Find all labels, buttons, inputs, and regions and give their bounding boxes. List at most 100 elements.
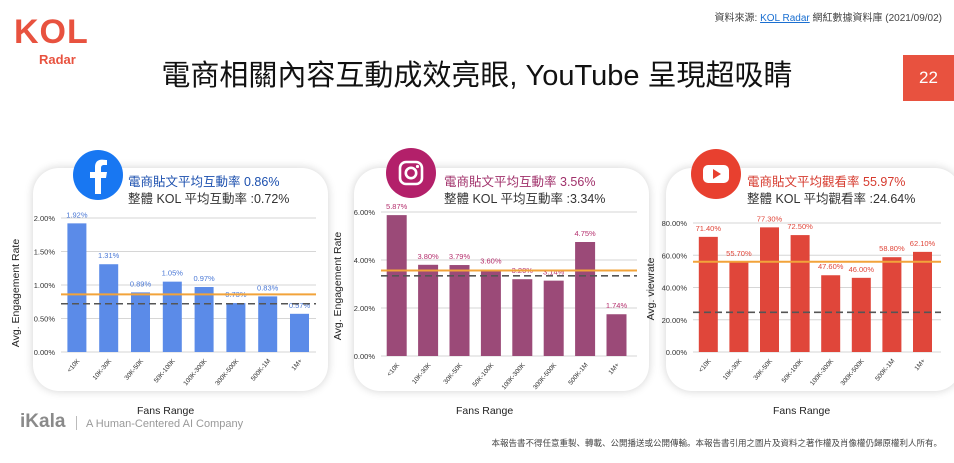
yt-bar (760, 227, 779, 352)
fb-x-axis-label: Fans Range (137, 405, 195, 417)
ig-y-tick: 4.00% (354, 256, 376, 265)
fb-bar (162, 281, 182, 352)
ig-stat-value: 3.56% (560, 175, 596, 189)
fb-bar (194, 287, 214, 352)
yt-bar (913, 251, 932, 352)
fb-data-label: 0.97% (193, 274, 215, 283)
facebook-chart: 0.00% 0.50% 1.00% 1.50% 2.00% 1.92% <10K 1.31% 1… (34, 210, 316, 387)
yt-x-axis-label: Fans Range (773, 405, 831, 417)
fb-bar (226, 303, 246, 352)
yt-data-label: 62.10% (910, 239, 936, 248)
fb-data-label: 0.83% (257, 283, 279, 292)
ig-y-tick: 0.00% (354, 352, 376, 361)
fb-y-tick: 1.50% (34, 248, 56, 257)
ig-data-label: 3.79% (449, 252, 471, 261)
logo-text: KOL (14, 13, 89, 51)
yt-data-label: 47.60% (818, 262, 844, 271)
yt-data-label: 46.00% (849, 265, 875, 274)
page-title: 電商相關內容互動成效亮眼, YouTube 呈現超吸睛 (161, 60, 793, 92)
ig-x-tick: <10K (386, 361, 402, 378)
yt-bar (698, 236, 718, 352)
yt-stat-label: 電商貼文平均觀看率 (747, 175, 860, 189)
yt-stat-value: 55.97% (863, 175, 906, 189)
page-number: 22 (903, 55, 954, 101)
instagram-icon (386, 148, 436, 198)
fb-x-tick: <10K (66, 357, 82, 374)
yt-y-tick: 20.00% (662, 316, 688, 325)
ig-bar (418, 264, 439, 356)
yt-overall-value: :24.64% (869, 192, 916, 206)
ig-bar (480, 269, 501, 356)
fb-bar (258, 296, 278, 352)
ig-x-tick: 30K-50K (442, 361, 464, 385)
yt-data-label: 55.70% (726, 249, 752, 258)
source-prefix: 資料來源: (714, 13, 758, 24)
ig-bar (386, 215, 407, 356)
fb-bar (99, 264, 119, 352)
fb-y-tick: 0.00% (34, 348, 56, 357)
fb-stat-value: 0.86% (244, 175, 280, 189)
source-link[interactable]: KOL Radar (760, 13, 810, 24)
yt-x-tick: 500K-1M (874, 358, 896, 383)
yt-x-tick: 300K-500K (840, 357, 867, 387)
yt-data-label: 71.40% (696, 224, 722, 233)
instagram-chart: 0.00% 2.00% 4.00% 6.00% 5.87% <10K 3.80% 10K-30… (354, 202, 637, 391)
ig-data-label: 3.60% (480, 257, 502, 266)
ig-overall-label: 整體 KOL 平均互動率 (444, 192, 563, 206)
kol-radar-logo: KOL Radar (14, 12, 100, 74)
yt-x-tick: 50K-100K (781, 357, 805, 384)
ig-data-label: 3.14% (543, 268, 565, 277)
ig-x-tick: 50K-100K (471, 361, 495, 388)
ikala-logo: iKala (20, 411, 66, 432)
fb-bar (290, 313, 309, 352)
yt-bar (821, 275, 841, 352)
ig-bar (512, 279, 533, 356)
yt-data-label: 77.30% (757, 214, 783, 223)
yt-bar (790, 235, 810, 352)
fb-bar (131, 292, 150, 352)
instagram-stats: 電商貼文平均互動率 3.56% 整體 KOL 平均互動率 :3.34% (444, 174, 605, 208)
facebook-icon (73, 150, 123, 200)
fb-data-label: 1.92% (66, 210, 88, 219)
facebook-stats: 電商貼文平均互動率 0.86% 整體 KOL 平均互動率 :0.72% (128, 174, 289, 208)
ig-x-tick: 10K-30K (411, 361, 433, 385)
ig-data-label: 1.74% (606, 301, 628, 310)
yt-data-label: 72.50% (787, 222, 813, 231)
fb-data-label: 0.89% (130, 279, 152, 288)
yt-bar (851, 277, 871, 352)
ikala-tagline: A Human-Centered AI Company (86, 418, 244, 430)
ig-bar (543, 280, 564, 356)
ig-y-tick: 2.00% (354, 304, 376, 313)
logo-subtext: Radar (39, 52, 76, 67)
yt-overall-label: 整體 KOL 平均觀看率 (747, 192, 866, 206)
fb-x-tick: 30K-50K (123, 357, 145, 381)
fb-bar (67, 223, 87, 352)
data-source: 資料來源: KOL Radar 網紅數據資料庫 (2021/09/02) (715, 9, 943, 24)
fb-overall-value: :0.72% (250, 192, 290, 206)
ig-bar (449, 265, 470, 356)
yt-y-tick: 40.00% (662, 284, 688, 293)
youtube-icon (691, 149, 741, 199)
ig-x-tick: 100K-300K (501, 361, 528, 391)
fb-data-label: 0.57% (289, 301, 311, 310)
fb-x-tick: 50K-100K (153, 357, 177, 384)
fb-overall-label: 整體 KOL 平均互動率 (128, 192, 247, 206)
ig-data-label: 3.80% (417, 252, 439, 261)
fb-data-label: 1.05% (162, 269, 184, 278)
yt-y-tick: 60.00% (662, 251, 688, 260)
copyright-note: 本報告書不得任意重製、轉載、公開播送或公開傳輸。本報告書引用之圖片及資料之著作權… (491, 438, 942, 448)
yt-x-tick: 1M+ (913, 358, 927, 372)
yt-y-tick: 80.00% (662, 219, 688, 228)
ig-x-tick: 300K-500K (532, 361, 559, 391)
ig-overall-value: :3.34% (566, 192, 606, 206)
fb-x-tick: 10K-30K (92, 357, 114, 381)
yt-y-tick: 0.00% (666, 348, 688, 357)
yt-bar (729, 262, 749, 352)
ig-bar (575, 242, 596, 356)
yt-x-tick: 30K-50K (752, 357, 774, 381)
fb-x-tick: 300K-500K (214, 357, 241, 387)
yt-data-label: 58.80% (879, 244, 905, 253)
fb-y-tick: 0.50% (34, 315, 56, 324)
fb-x-tick: 1M+ (290, 358, 304, 372)
fb-x-tick: 500K-1M (250, 358, 272, 383)
